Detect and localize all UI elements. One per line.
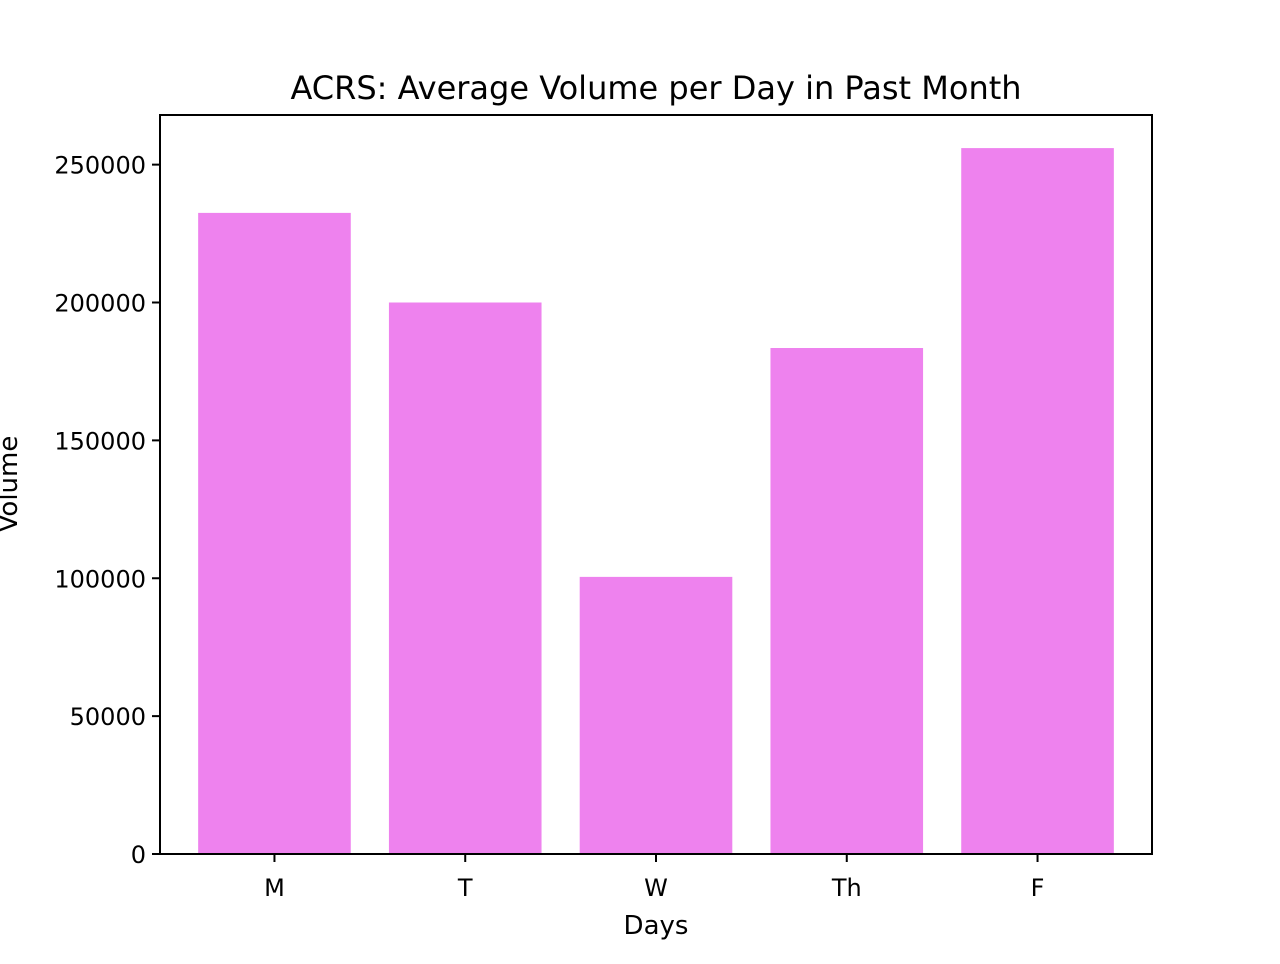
bars-group — [198, 148, 1114, 855]
bar-Th — [770, 348, 924, 854]
plot-frame — [159, 114, 1153, 855]
x-tick-label: W — [644, 874, 668, 902]
bar-M — [198, 212, 351, 855]
x-tick-label: M — [264, 874, 285, 902]
x-axis-ticks: M T W Th F — [264, 854, 1044, 902]
x-tick-label: Th — [831, 874, 862, 902]
bar-F — [961, 148, 1114, 855]
y-tick-label: 50000 — [70, 703, 146, 731]
bar-T — [388, 302, 542, 855]
y-tick-label: 0 — [131, 841, 146, 869]
x-tick-label: T — [457, 874, 473, 902]
bar-W — [579, 576, 733, 854]
x-tick-label: F — [1031, 874, 1045, 902]
y-tick-label: 150000 — [54, 427, 146, 455]
y-axis-label: Volume — [0, 436, 24, 533]
chart-title: ACRS: Average Volume per Day in Past Mon… — [290, 69, 1021, 107]
x-axis-label: Days — [624, 911, 689, 941]
y-axis-ticks: 0 50000 100000 150000 200000 250000 — [54, 152, 160, 869]
y-tick-label: 250000 — [54, 152, 146, 180]
y-tick-label: 200000 — [54, 290, 146, 318]
y-tick-label: 100000 — [54, 565, 146, 593]
